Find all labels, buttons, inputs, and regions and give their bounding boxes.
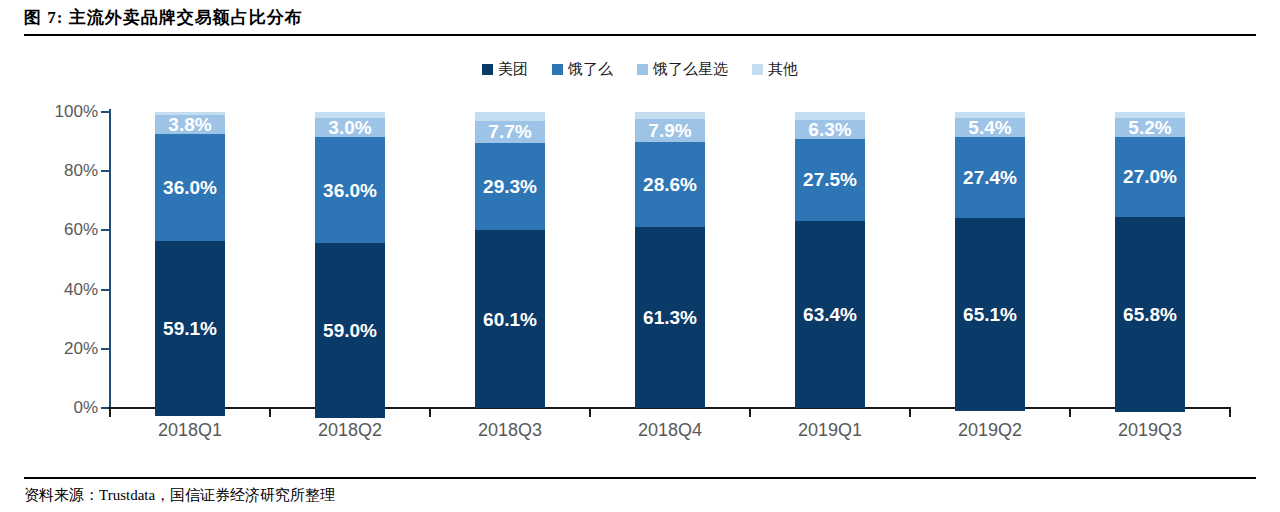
bar-value-label: 3.0% — [328, 118, 371, 137]
x-axis-tick — [909, 409, 911, 417]
bar-value-label: 5.2% — [1128, 118, 1171, 137]
x-axis-category-label: 2019Q2 — [910, 420, 1070, 441]
stacked-bar: 3.0% 36.0% 59.0% — [315, 112, 385, 408]
bar-value-label: 7.9% — [648, 121, 691, 140]
stacked-bar: 7.9% 28.6% 61.3% — [635, 112, 705, 408]
y-axis-tick-label: 80% — [0, 161, 98, 181]
x-axis-category-label: 2019Q1 — [750, 420, 910, 441]
source-divider — [24, 477, 1256, 479]
legend-item: 美团 — [482, 60, 528, 79]
bar-segment: 3.0% — [315, 118, 385, 137]
x-axis-tick — [1069, 409, 1071, 417]
bar-segment: 27.0% — [1115, 137, 1185, 217]
bar-segment: 3.8% — [155, 115, 225, 134]
title-divider — [24, 34, 1256, 36]
legend-swatch-icon — [752, 64, 763, 75]
bar-value-label: 27.4% — [963, 168, 1017, 187]
source-note: 资料来源：Trustdata，国信证券经济研究所整理 — [24, 486, 335, 505]
y-axis-line — [109, 109, 111, 409]
legend-label: 其他 — [768, 60, 798, 79]
figure-page: 图 7: 主流外卖品牌交易额占比分布 美团 饿了么 饿了么星选 其他 0% 20% 40%… — [0, 0, 1280, 512]
x-axis-tick — [749, 409, 751, 417]
y-axis-tick-label: 100% — [0, 102, 98, 122]
legend-swatch-icon — [552, 64, 563, 75]
stacked-bar: 5.4% 27.4% 65.1% — [955, 112, 1025, 408]
y-axis-tick-label: 0% — [0, 398, 98, 418]
legend-item: 其他 — [752, 60, 798, 79]
bar-value-label: 27.0% — [1123, 167, 1177, 186]
bar-segment — [475, 112, 545, 121]
bar-value-label: 65.1% — [963, 305, 1017, 324]
y-axis-tick-label: 20% — [0, 339, 98, 359]
bar-value-label: 36.0% — [323, 181, 377, 200]
bar-value-label: 28.6% — [643, 175, 697, 194]
bar-value-label: 59.0% — [323, 321, 377, 340]
legend-item: 饿了么星选 — [637, 60, 728, 79]
x-axis-tick — [269, 409, 271, 417]
bar-segment: 7.9% — [635, 119, 705, 142]
legend-label: 饿了么星选 — [653, 60, 728, 79]
x-axis-tick — [1229, 409, 1231, 417]
legend-swatch-icon — [482, 64, 493, 75]
bar-segment: 27.5% — [795, 139, 865, 220]
bar-segment: 5.2% — [1115, 118, 1185, 137]
bar-segment: 59.0% — [315, 243, 385, 418]
bar-value-label: 27.5% — [803, 170, 857, 189]
bar-segment: 36.0% — [155, 134, 225, 241]
bar-value-label: 60.1% — [483, 310, 537, 329]
legend-label: 美团 — [498, 60, 528, 79]
bar-value-label: 5.4% — [968, 118, 1011, 137]
bar-value-label: 63.4% — [803, 305, 857, 324]
y-axis-tick-label: 60% — [0, 220, 98, 240]
bar-segment: 7.7% — [475, 121, 545, 144]
bar-value-label: 6.3% — [808, 120, 851, 139]
bar-value-label: 59.1% — [163, 319, 217, 338]
legend-item: 饿了么 — [552, 60, 613, 79]
x-axis-tick — [429, 409, 431, 417]
bar-segment: 65.8% — [1115, 217, 1185, 412]
bar-segment: 5.4% — [955, 118, 1025, 137]
legend-swatch-icon — [637, 64, 648, 75]
bar-value-label: 36.0% — [163, 178, 217, 197]
bar-value-label: 3.8% — [168, 115, 211, 134]
bar-value-label: 61.3% — [643, 308, 697, 327]
bar-segment: 29.3% — [475, 143, 545, 230]
bar-segment: 27.4% — [955, 137, 1025, 218]
legend-label: 饿了么 — [568, 60, 613, 79]
stacked-bar: 6.3% 27.5% 63.4% — [795, 112, 865, 408]
x-axis-category-label: 2018Q1 — [110, 420, 270, 441]
bar-segment: 65.1% — [955, 218, 1025, 411]
x-axis-tick — [589, 409, 591, 417]
stacked-bar: 3.8% 36.0% 59.1% — [155, 112, 225, 408]
stacked-bar: 7.7% 29.3% 60.1% — [475, 112, 545, 408]
bar-segment: 36.0% — [315, 137, 385, 244]
x-axis-tick — [109, 409, 111, 417]
x-axis-category-label: 2019Q3 — [1070, 420, 1230, 441]
bar-segment: 60.1% — [475, 230, 545, 408]
x-axis-category-label: 2018Q4 — [590, 420, 750, 441]
bar-value-label: 29.3% — [483, 177, 537, 196]
y-axis-tick-label: 40% — [0, 280, 98, 300]
x-axis-category-label: 2018Q2 — [270, 420, 430, 441]
bar-segment: 28.6% — [635, 142, 705, 227]
bar-value-label: 65.8% — [1123, 305, 1177, 324]
bar-value-label: 7.7% — [488, 122, 531, 141]
bar-segment: 59.1% — [155, 241, 225, 416]
stacked-bar: 5.2% 27.0% 65.8% — [1115, 112, 1185, 408]
bar-segment: 6.3% — [795, 120, 865, 139]
figure-title: 图 7: 主流外卖品牌交易额占比分布 — [24, 6, 303, 29]
x-axis-category-label: 2018Q3 — [430, 420, 590, 441]
bar-segment: 61.3% — [635, 227, 705, 408]
chart-legend: 美团 饿了么 饿了么星选 其他 — [0, 60, 1280, 79]
bar-segment: 63.4% — [795, 221, 865, 409]
